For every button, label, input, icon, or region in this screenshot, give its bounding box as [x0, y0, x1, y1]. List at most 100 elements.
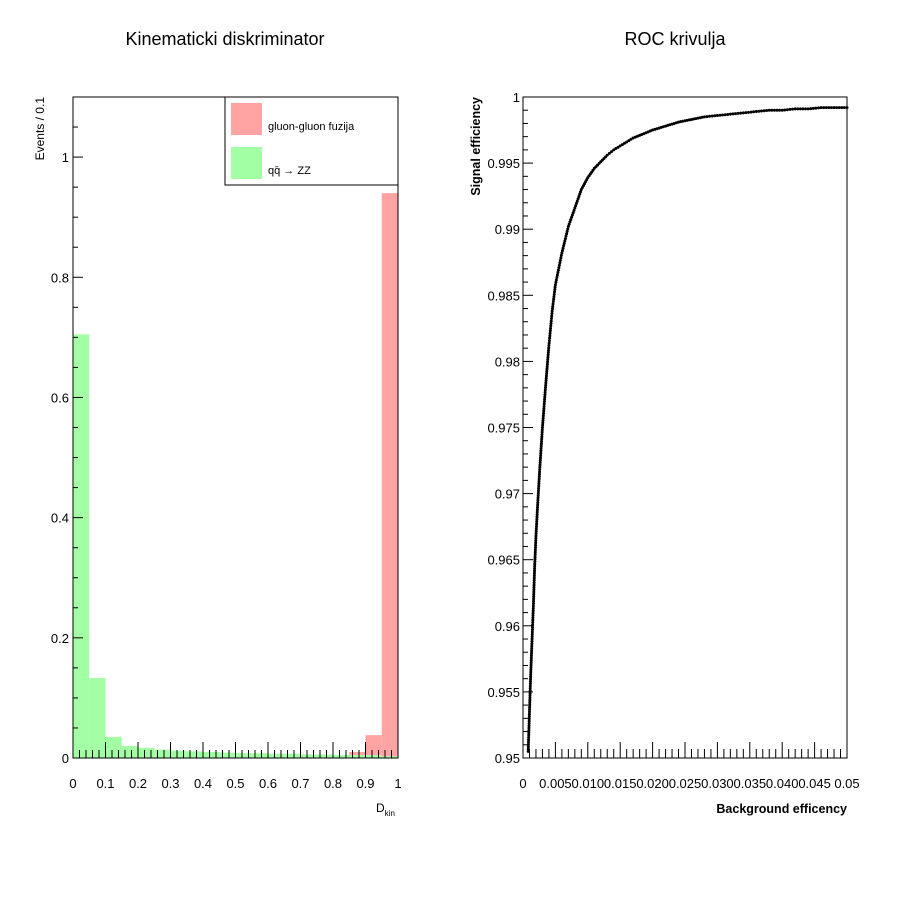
roc-point [612, 148, 616, 152]
histogram-y-tick-label: 0 [62, 751, 69, 766]
bar-qqbar-15 [316, 754, 333, 758]
roc-point [527, 724, 531, 728]
roc-point [528, 684, 532, 688]
roc-point [540, 426, 544, 429]
roc-point [531, 618, 535, 622]
roc-point [527, 712, 531, 716]
roc-point [534, 534, 538, 538]
roc-x-tick-label: 0.005 [539, 776, 572, 791]
roc-point [543, 393, 547, 397]
roc-point [837, 106, 841, 110]
roc-point [541, 414, 545, 418]
roc-point [530, 651, 534, 655]
roc-point [537, 472, 541, 476]
roc-point [558, 258, 562, 262]
roc-point [552, 292, 556, 296]
roc-point [529, 663, 533, 667]
roc-point [754, 110, 758, 114]
roc-point [526, 745, 530, 749]
roc-point [538, 468, 542, 472]
roc-point [537, 482, 541, 486]
roc-point [614, 147, 618, 151]
roc-point [530, 639, 534, 643]
histogram-x-tick-label: 0.4 [194, 776, 212, 791]
roc-point [535, 510, 539, 514]
roc-point [565, 232, 569, 236]
roc-point [527, 726, 531, 730]
histogram-x-tick-label: 0.5 [226, 776, 244, 791]
roc-point [549, 317, 553, 321]
roc-x-tick-label: 0.045 [798, 776, 831, 791]
bar-qqbar-11 [251, 753, 268, 758]
roc-point [575, 199, 579, 203]
roc-point [539, 451, 543, 455]
roc-point [806, 107, 810, 111]
bar-qqbar-0 [73, 334, 90, 758]
roc-point [542, 409, 546, 413]
roc-x-tick-label: 0 [519, 776, 526, 791]
roc-point [535, 515, 539, 519]
roc-point [529, 658, 533, 662]
histogram-x-tick-label: 0.7 [291, 776, 309, 791]
roc-point [572, 208, 576, 212]
roc-point [548, 329, 552, 333]
roc-point [529, 656, 533, 660]
roc-point [566, 225, 570, 229]
roc-point [747, 110, 751, 114]
roc-point [829, 106, 833, 110]
roc-point [539, 444, 543, 448]
roc-point [547, 348, 551, 352]
roc-point [529, 675, 533, 679]
roc-point [548, 334, 552, 338]
roc-point [551, 304, 555, 308]
histogram-y-tick-label: 0.2 [51, 631, 69, 646]
roc-point [549, 326, 553, 330]
roc-point [534, 543, 538, 547]
roc-point [757, 109, 761, 113]
roc-point [531, 609, 535, 613]
roc-point [793, 107, 797, 111]
roc-point [819, 106, 823, 110]
histogram-x-tick-label: 0.8 [324, 776, 342, 791]
roc-point [527, 714, 531, 718]
roc-point [618, 144, 622, 148]
roc-x-tick-label: 0.030 [701, 776, 734, 791]
roc-point [549, 321, 553, 325]
legend-swatch-gluon [231, 103, 262, 135]
bar-qqbar-17 [349, 754, 366, 758]
roc-point [537, 486, 541, 490]
roc-point [623, 141, 627, 145]
roc-point [541, 416, 545, 420]
roc-point [532, 592, 536, 596]
roc-point [568, 220, 572, 224]
histogram-x-axis-label-sub: kin [385, 809, 395, 818]
roc-y-tick-label: 0.97 [495, 487, 520, 502]
roc-point [538, 458, 542, 462]
roc-point [529, 677, 533, 681]
roc-point [533, 548, 537, 552]
roc-point [534, 527, 538, 531]
roc-y-tick-label: 1 [513, 90, 520, 105]
roc-point [528, 703, 532, 707]
roc-point [801, 107, 805, 111]
roc-points [526, 106, 849, 753]
roc-point [551, 302, 555, 306]
roc-x-tick-label: 0.040 [766, 776, 799, 791]
roc-point [549, 324, 553, 328]
roc-point [541, 418, 545, 422]
roc-point [531, 606, 535, 610]
roc-y-tick-label: 0.995 [487, 156, 520, 171]
roc-point [544, 379, 548, 383]
roc-point [527, 738, 531, 742]
roc-point [542, 404, 546, 408]
roc-point [538, 460, 542, 464]
bar-qqbar-18 [365, 754, 382, 758]
roc-point [534, 524, 538, 528]
roc-point [536, 503, 540, 507]
roc-point [528, 691, 532, 695]
histogram-panel: Kinematicki diskriminator 0 0.1 0.2 0.3 0.4 0… [33, 29, 402, 818]
roc-point [546, 351, 550, 355]
roc-point [550, 314, 554, 318]
roc-point [540, 435, 544, 439]
roc-point [749, 110, 753, 114]
